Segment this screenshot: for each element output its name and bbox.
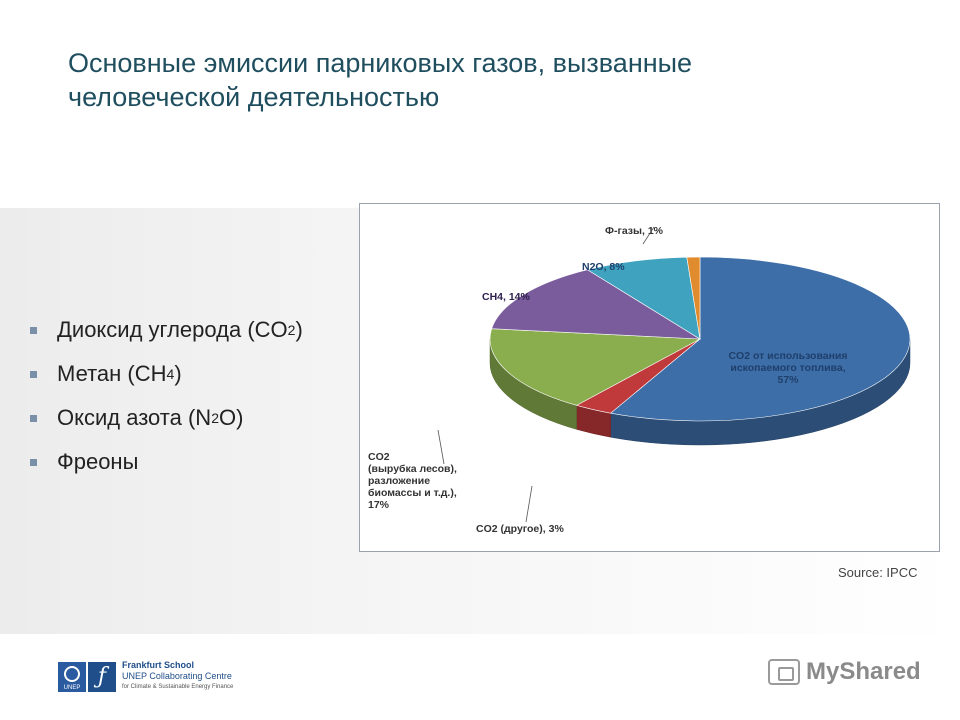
slice-label-n2o: N2O, 8% <box>582 261 625 273</box>
bullet-square-icon <box>30 326 37 334</box>
slice-label-forest: CO2 (вырубка лесов), разложение биомассы и … <box>368 451 457 511</box>
pie-chart: CO2 от использования ископаемого топлива,… <box>359 203 940 552</box>
myshared-watermark: MyShared <box>768 658 921 686</box>
slice-label-fgas: Ф-газы, 1% <box>605 225 664 237</box>
source-note: Source: IPCC <box>838 565 918 580</box>
pie-slice <box>686 256 701 340</box>
pie-slice <box>609 256 911 422</box>
pie-slice <box>586 256 701 340</box>
bullet-square-icon <box>30 370 37 378</box>
bullet-item: Диоксид углерода (CO 2) <box>30 308 303 352</box>
bullet-square-icon <box>30 458 37 466</box>
frankfurt-school-text: Frankfurt School UNEP Collaborating Cent… <box>122 660 234 690</box>
footer-logo: UNEP ƒ Frankfurt School UNEP Collaborati… <box>58 660 233 693</box>
frankfurt-school-logo-icon: ƒ <box>88 661 116 692</box>
pie-slice <box>491 269 701 340</box>
presentation-icon <box>768 659 800 685</box>
leader-line-fgas <box>642 226 655 245</box>
slice-label-other: CO2 (другое), 3% <box>476 523 564 535</box>
bullet-square-icon <box>30 414 37 422</box>
pie-slice <box>489 328 702 406</box>
bullet-item: Фреоны <box>30 440 303 484</box>
bullet-list: Диоксид углерода (CO 2) Метан (CH 4) Оксид… <box>30 308 303 484</box>
slice-label-fossil: CO2 от использования ископаемого топлива,… <box>728 350 847 386</box>
bullet-item: Метан (CH 4) <box>30 352 303 396</box>
slice-label-ch4: CH4, 14% <box>482 291 531 303</box>
pie-chart-svg: CO2 от использования ископаемого топлива,… <box>368 225 911 535</box>
slide-title: Основные эмиссии парниковых газов, вызва… <box>68 48 693 112</box>
leader-line-forest <box>437 429 445 465</box>
bullet-item: Оксид азота (N 2 O) <box>30 396 303 440</box>
leader-line-other <box>525 485 533 523</box>
unep-logo-icon: UNEP <box>58 661 86 692</box>
